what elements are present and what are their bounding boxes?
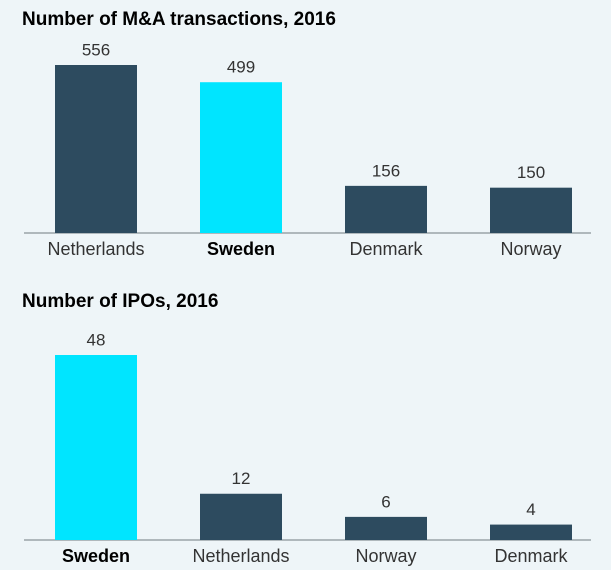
bar <box>345 185 427 233</box>
x-tick-label: Norway <box>355 546 416 566</box>
data-label: 499 <box>227 58 255 77</box>
x-tick-label: Sweden <box>207 239 275 259</box>
bar <box>345 516 427 540</box>
x-tick-label: Netherlands <box>192 546 289 566</box>
bar <box>490 187 572 233</box>
data-label: 156 <box>372 161 400 180</box>
x-tick-label: Sweden <box>62 546 130 566</box>
data-label: 556 <box>82 40 110 59</box>
data-label: 12 <box>232 469 251 488</box>
bar <box>490 524 572 540</box>
chart-title: Number of M&A transactions, 2016 <box>22 9 336 30</box>
bar <box>200 493 282 540</box>
data-label: 150 <box>517 163 545 182</box>
chart-title: Number of IPOs, 2016 <box>22 291 218 312</box>
data-label: 6 <box>381 492 390 511</box>
bar <box>55 355 137 540</box>
data-label: 4 <box>526 500 535 519</box>
x-tick-label: Norway <box>500 239 561 259</box>
x-tick-label: Denmark <box>349 239 423 259</box>
data-label: 48 <box>87 330 106 349</box>
x-tick-label: Netherlands <box>47 239 144 259</box>
x-tick-label: Denmark <box>494 546 568 566</box>
bar <box>55 65 137 233</box>
bar <box>200 82 282 233</box>
